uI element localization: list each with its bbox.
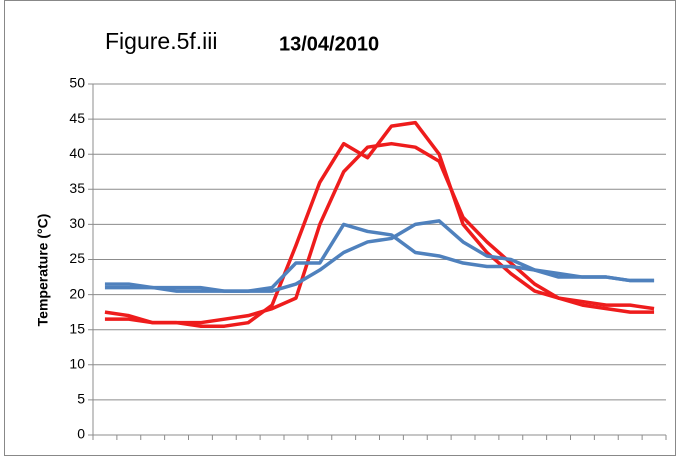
y-tick-label: 5 (77, 391, 85, 407)
y-tick-label: 30 (69, 215, 85, 231)
chart-subtitle: 13/04/2010 (279, 33, 379, 55)
y-tick-label: 15 (69, 320, 85, 336)
series-line (104, 219, 655, 293)
chart-title: Figure.5f.iii (105, 28, 217, 54)
y-axis-label: Temperature (°C) (35, 214, 51, 327)
series-line (104, 141, 655, 325)
y-tick-label: 0 (77, 426, 85, 442)
y-tick-label: 25 (69, 250, 85, 266)
series-line (104, 222, 655, 293)
y-tick-label: 40 (69, 145, 85, 161)
y-tick-label: 50 (69, 75, 85, 91)
y-tick-label: 10 (69, 356, 85, 372)
y-tick-label: 35 (69, 180, 85, 196)
y-tick-label: 45 (69, 110, 85, 126)
y-tick-label: 20 (69, 285, 85, 301)
